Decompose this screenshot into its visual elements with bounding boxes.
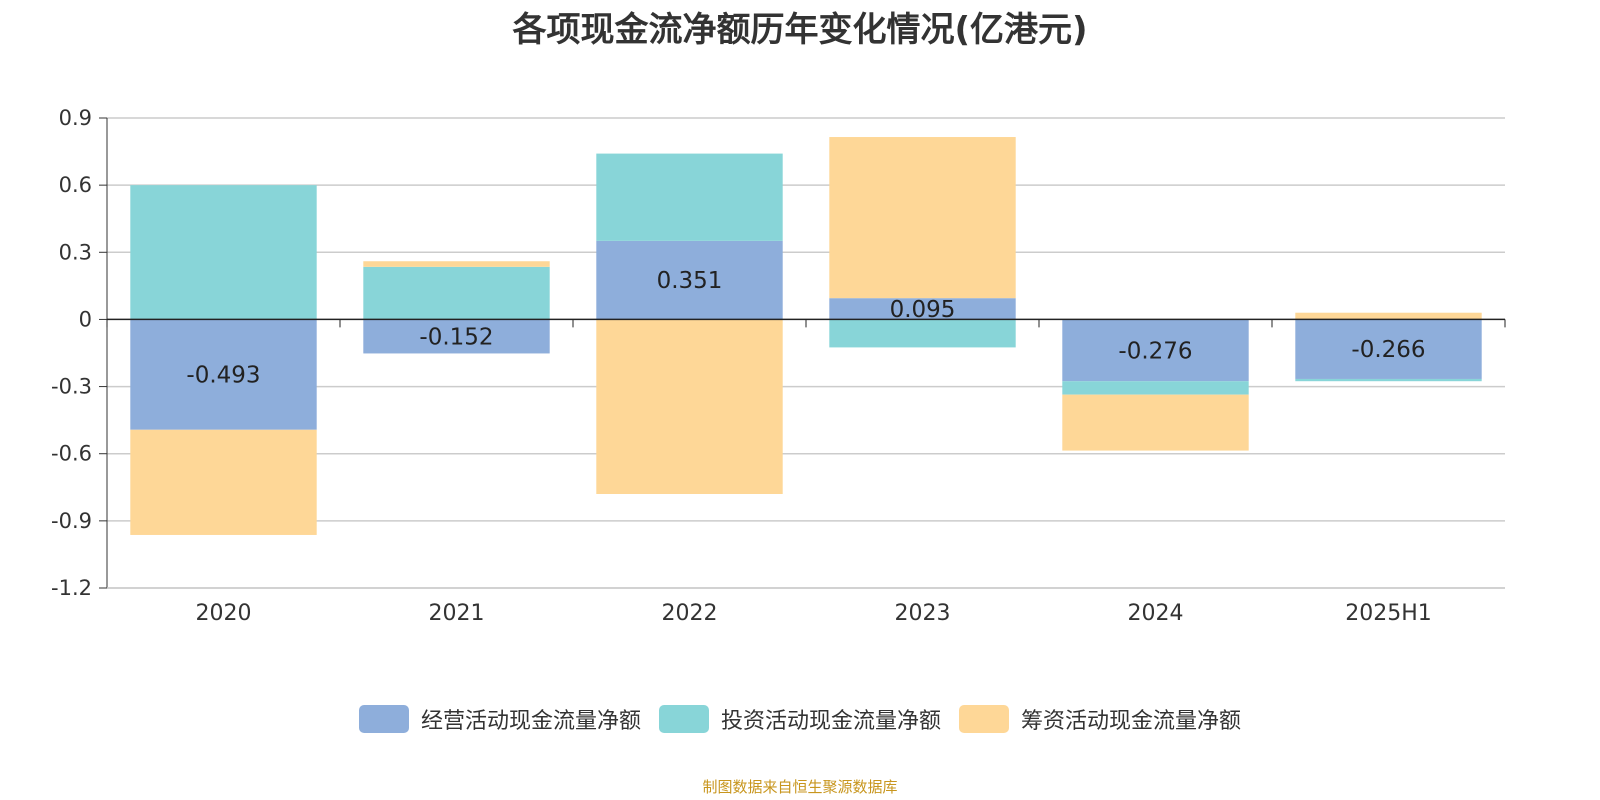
y-tick-label: -0.3 <box>51 375 92 399</box>
bar-segment-financing <box>596 319 783 494</box>
bar-segment-investing <box>1295 378 1482 382</box>
chart-title: 各项现金流净额历年变化情况(亿港元) <box>512 10 1088 50</box>
bar-segment-investing <box>829 319 1016 348</box>
x-tick-label: 2024 <box>1128 601 1184 626</box>
legend-item-investing[interactable]: 投资活动现金流量净额 <box>658 703 941 735</box>
x-tick-label: 2025H1 <box>1345 601 1432 626</box>
bar-segment-financing <box>829 137 1016 299</box>
legend-item-operating[interactable]: 经营活动现金流量净额 <box>358 703 641 735</box>
legend-item-financing[interactable]: 筹资活动现金流量净额 <box>959 703 1241 735</box>
legend-label-investing: 投资活动现金流量净额 <box>720 709 941 734</box>
data-label: 0.351 <box>657 268 723 294</box>
bar-segment-operating <box>829 298 1016 320</box>
y-tick-label: 0.6 <box>59 173 92 197</box>
bar-segment-investing <box>130 185 317 320</box>
y-tick-label: 0.9 <box>59 106 92 130</box>
bar-segment-investing <box>1062 381 1249 395</box>
legend-swatch-investing <box>658 705 709 733</box>
legend-label-operating: 经营活动现金流量净额 <box>420 709 641 734</box>
x-tick-label: 2022 <box>662 601 718 626</box>
bar-segment-investing <box>363 266 550 320</box>
bar-segment-operating <box>1062 319 1249 382</box>
bar-segment-operating <box>130 319 317 430</box>
bar-segment-operating <box>1295 319 1482 379</box>
y-tick-label: -0.6 <box>51 442 92 466</box>
data-label: 0.095 <box>890 297 956 323</box>
bar-segment-operating <box>596 240 783 320</box>
legend: 经营活动现金流量净额 投资活动现金流量净额 筹资活动现金流量净额 <box>0 703 1600 735</box>
stacked-bar-chart: 0.9 0.6 0.3 0 -0.3 -0.6 -0.9 -1.2 -0.493 -0.152 0.… <box>51 106 1506 626</box>
x-tick-label: 2023 <box>895 601 951 626</box>
y-tick-label: 0.3 <box>59 240 92 264</box>
legend-swatch-financing <box>959 705 1009 733</box>
legend-label-financing: 筹资活动现金流量净额 <box>1021 709 1242 734</box>
x-tick-label: 2021 <box>429 601 485 626</box>
bar-segment-financing <box>1295 312 1482 320</box>
data-label: -0.152 <box>419 324 493 350</box>
bar-segment-financing <box>130 429 317 535</box>
y-tick-label: 0 <box>79 307 92 331</box>
data-label: -0.276 <box>1118 338 1192 364</box>
data-source-note: 制图数据来自恒生聚源数据库 <box>702 778 898 796</box>
data-label: -0.493 <box>186 363 260 389</box>
y-tick-label: -1.2 <box>51 576 92 600</box>
bar-segment-financing <box>363 261 550 267</box>
y-tick-label: -0.9 <box>51 509 92 533</box>
data-label: -0.266 <box>1351 337 1425 363</box>
x-tick-label: 2020 <box>196 601 252 626</box>
bar-segment-investing <box>596 153 783 241</box>
bar-segment-operating <box>363 319 550 354</box>
legend-swatch-operating <box>358 705 409 733</box>
bar-segment-financing <box>1062 394 1249 451</box>
